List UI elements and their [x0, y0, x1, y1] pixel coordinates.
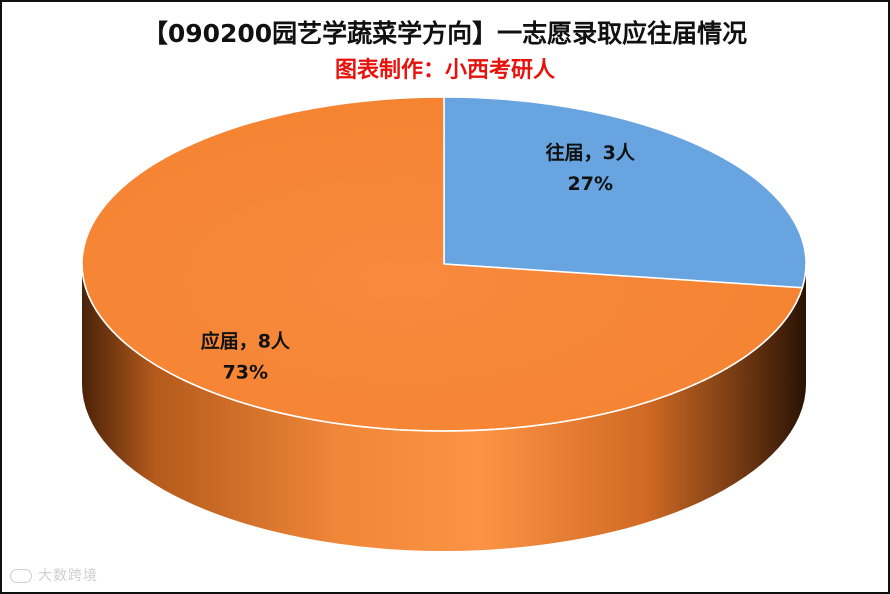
watermark: 大数跨境 — [10, 565, 98, 585]
pie-slice-wangjie — [443, 96, 807, 289]
watermark-logo-icon — [10, 569, 32, 583]
slice-label-line1: 应届，8人 — [201, 329, 291, 352]
slice-label-0: 往届，3人 27% — [546, 141, 636, 195]
pie-rim-edge — [81, 263, 807, 432]
slice-label-percent: 27% — [568, 173, 613, 195]
slice-label-line1: 往届，3人 — [546, 141, 636, 164]
pie-side-wall — [82, 264, 806, 551]
slice-label-percent: 73% — [223, 361, 268, 383]
watermark-text: 大数跨境 — [38, 568, 98, 584]
chart-title: 【090200园艺学蔬菜学方向】一志愿录取应往届情况 — [142, 19, 748, 48]
chart-subtitle: 图表制作：小西考研人 — [334, 58, 555, 83]
slice-label-1: 应届，8人 73% — [201, 329, 291, 383]
